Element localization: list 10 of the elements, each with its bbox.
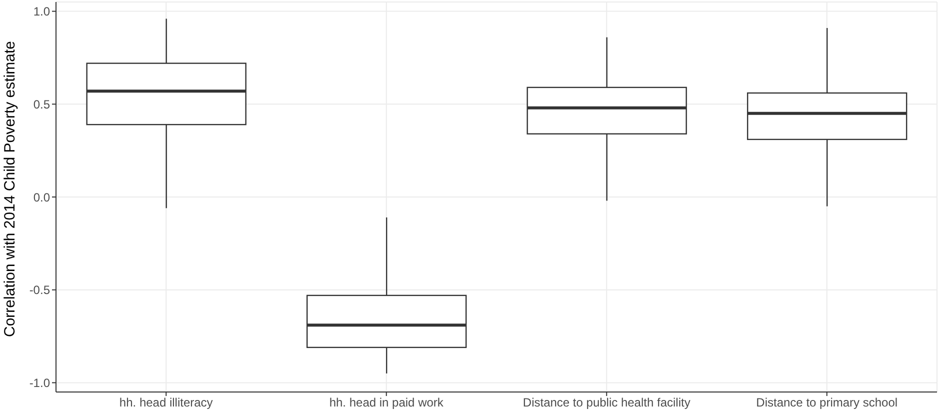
y-tick-label: -1.0: [29, 376, 50, 390]
x-tick-label: Distance to primary school: [756, 396, 898, 410]
x-tick-label: hh. head illiteracy: [119, 396, 213, 410]
y-tick-label: 0.5: [33, 97, 50, 112]
y-axis-title: Correlation with 2014 Child Poverty estimate: [1, 41, 18, 337]
x-tick-label: Distance to public health facility: [522, 396, 690, 410]
x-tick-label: hh. head in paid work: [329, 396, 444, 410]
y-tick-label: 1.0: [33, 4, 50, 19]
y-tick-label: -0.5: [29, 283, 50, 298]
y-tick-label: 0.0: [33, 190, 50, 204]
